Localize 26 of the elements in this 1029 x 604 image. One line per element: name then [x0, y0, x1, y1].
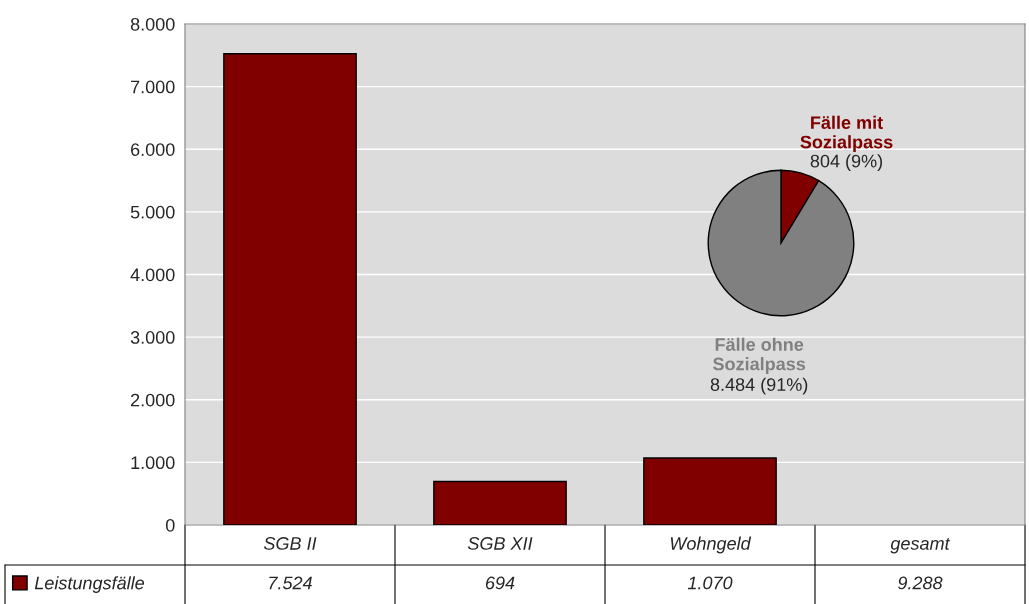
y-tick-label: 6.000	[131, 143, 175, 156]
y-tick-label: 0	[165, 518, 175, 532]
bar	[433, 480, 567, 525]
x-tick-label: SGB XII	[467, 537, 533, 550]
slice-label: Fälle ohne Sozialpass	[713, 337, 806, 374]
bar	[643, 457, 777, 525]
legend-label: Leistungsfälle	[34, 576, 145, 593]
y-tick-label: 5.000	[130, 205, 175, 219]
bar	[223, 53, 357, 525]
data-label: 694	[485, 576, 515, 590]
data-label: 804 (9%)	[810, 154, 883, 172]
pie-slice	[707, 169, 855, 317]
y-tick-label: 2.000	[131, 393, 175, 407]
data-label: 8.484 (91%)	[710, 377, 808, 395]
x-tick-label: gesamt	[890, 537, 951, 554]
text: 9.288	[898, 576, 943, 590]
data-label: 7.524	[269, 576, 312, 590]
y-tick-label: 7.000	[131, 80, 175, 94]
y-tick-label: 8.000	[130, 17, 175, 31]
x-tick-label: Wohngeld	[670, 536, 752, 554]
data-label: 1.070	[687, 576, 733, 590]
x-tick-label: SGB II	[263, 537, 317, 550]
y-tick-label: 1.000	[131, 456, 175, 470]
slice-label: Fälle mit Sozialpass	[800, 115, 893, 152]
y-tick-label: 4.000	[130, 268, 175, 282]
y-tick-label: 3.000	[130, 331, 175, 344]
